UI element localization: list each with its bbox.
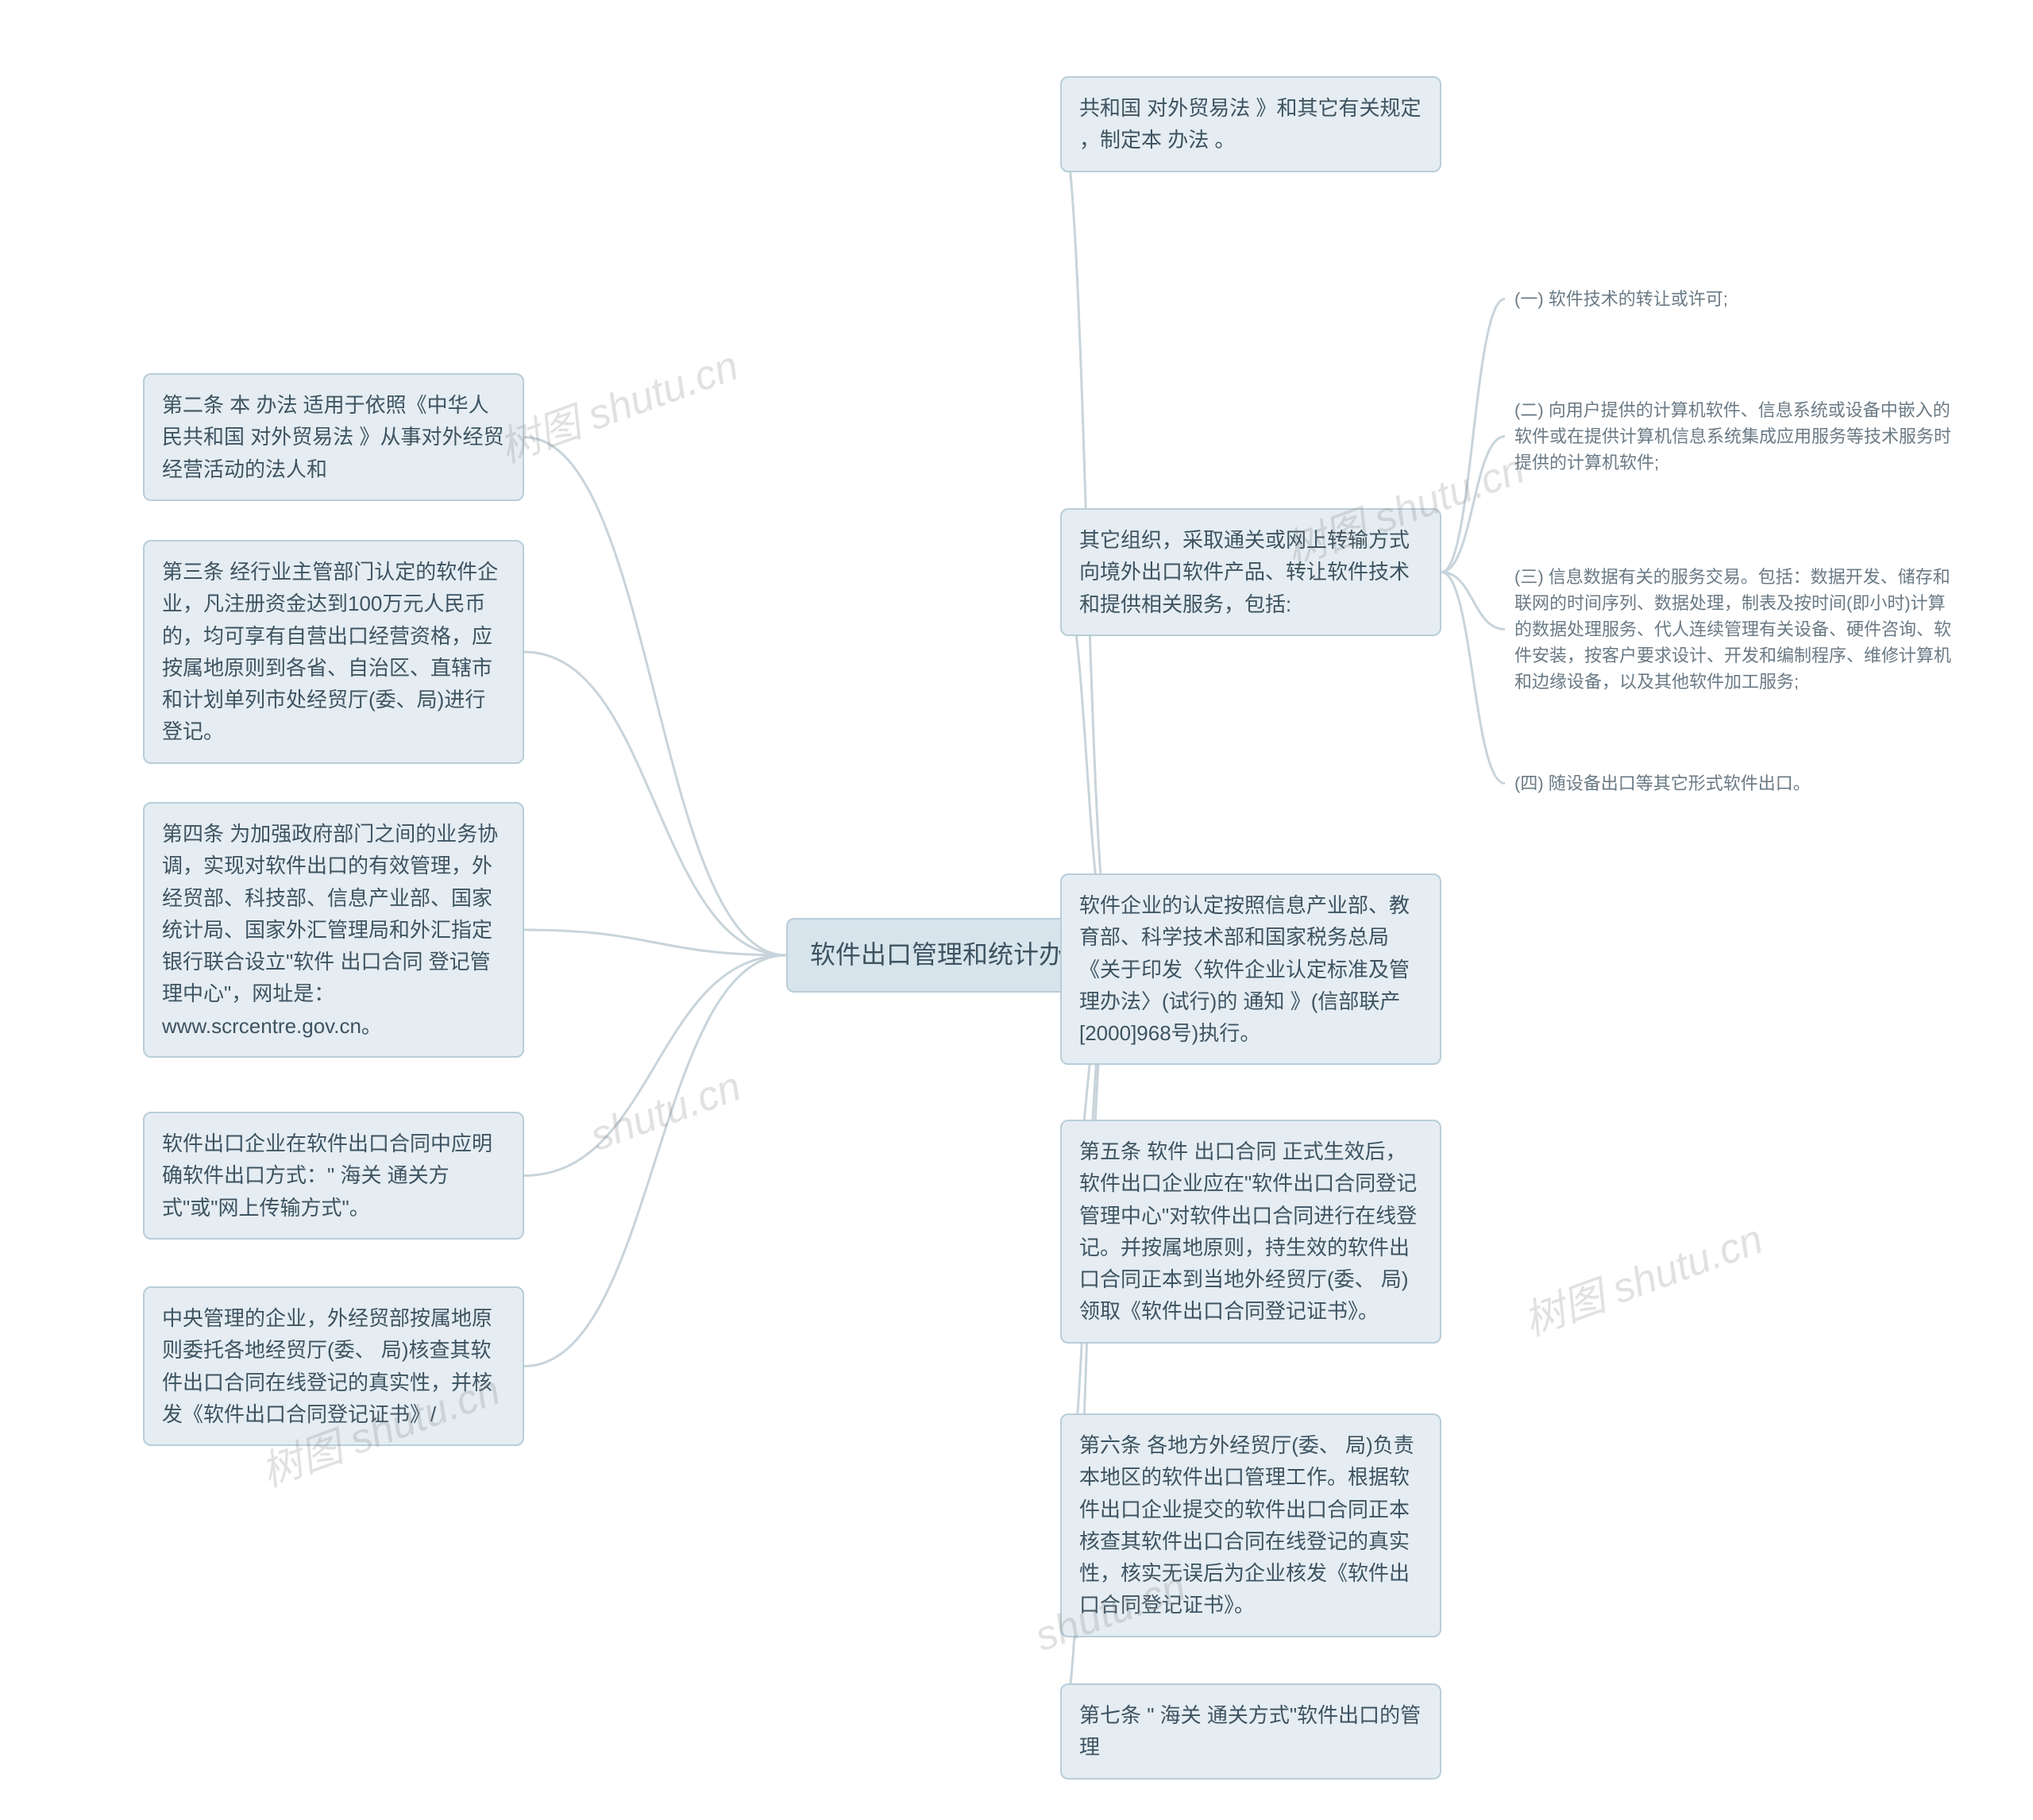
leaf-text: (三) 信息数据有关的服务交易。包括：数据开发、储存和联网的时间序列、数据处理，… <box>1514 567 1951 692</box>
mindmap-canvas: 软件出口管理和统计办法 第二条 本 办法 适用于依照《中华人民共和国 对外贸易法… <box>0 0 2033 1820</box>
leaf-text: (四) 随设备出口等其它形式软件出口。 <box>1514 773 1811 793</box>
leaf-text: (一) 软件技术的转让或许可; <box>1514 289 1728 309</box>
node-text: 软件企业的认定按照信息产业部、教育部、科学技术部和国家税务总局《关于印发〈软件企… <box>1079 893 1410 1045</box>
node-text: 第五条 软件 出口合同 正式生效后，软件出口企业应在"软件出口合同登记管理中心"… <box>1079 1139 1417 1323</box>
node-text: 第六条 各地方外经贸厅(委、 局)负责本地区的软件出口管理工作。根据软件出口企业… <box>1079 1433 1414 1617</box>
node-text: 中央管理的企业，外经贸部按属地原则委托各地经贸厅(委、 局)核查其软件出口合同在… <box>162 1306 492 1426</box>
node-text: 第三条 经行业主管部门认定的软件企业，凡注册资金达到100万元人民币的，均可享有… <box>162 560 498 743</box>
node-text: 第二条 本 办法 适用于依照《中华人民共和国 对外贸易法 》从事对外经贸经营活动… <box>162 393 503 481</box>
node-article-5: 第五条 软件 出口合同 正式生效后，软件出口企业应在"软件出口合同登记管理中心"… <box>1060 1120 1441 1344</box>
node-article-4: 第四条 为加强政府部门之间的业务协调，实现对软件出口的有效管理，外经贸部、科技部… <box>143 802 524 1058</box>
leaf-item-1: (一) 软件技术的转让或许可; <box>1505 278 1965 320</box>
node-text: 其它组织，采取通关或网上转输方式向境外出口软件产品、转让软件技术和提供相关服务，… <box>1079 528 1410 616</box>
leaf-item-2: (二) 向用户提供的计算机软件、信息系统或设备中嵌入的软件或在提供计算机信息系统… <box>1505 389 1965 484</box>
node-article-3: 第三条 经行业主管部门认定的软件企业，凡注册资金达到100万元人民币的，均可享有… <box>143 540 524 764</box>
node-software-enterprise: 软件企业的认定按照信息产业部、教育部、科学技术部和国家税务总局《关于印发〈软件企… <box>1060 873 1441 1065</box>
node-export-method: 软件出口企业在软件出口合同中应明确软件出口方式：" 海关 通关方式"或"网上传输… <box>143 1112 524 1240</box>
node-central-enterprise: 中央管理的企业，外经贸部按属地原则委托各地经贸厅(委、 局)核查其软件出口合同在… <box>143 1286 524 1446</box>
node-text: 软件出口企业在软件出口合同中应明确软件出口方式：" 海关 通关方式"或"网上传输… <box>162 1132 492 1220</box>
node-foreign-trade-law: 共和国 对外贸易法 》和其它有关规定 ，制定本 办法 。 <box>1060 76 1441 172</box>
node-text: 共和国 对外贸易法 》和其它有关规定 ，制定本 办法 。 <box>1079 96 1421 152</box>
leaf-text: (二) 向用户提供的计算机软件、信息系统或设备中嵌入的软件或在提供计算机信息系统… <box>1514 400 1951 472</box>
node-text: 第七条 " 海关 通关方式"软件出口的管理 <box>1079 1703 1421 1759</box>
watermark: shutu.cn <box>584 1062 747 1161</box>
node-article-2: 第二条 本 办法 适用于依照《中华人民共和国 对外贸易法 》从事对外经贸经营活动… <box>143 373 524 501</box>
watermark: 树图 shutu.cn <box>1514 1205 1770 1347</box>
leaf-item-3: (三) 信息数据有关的服务交易。包括：数据开发、储存和联网的时间序列、数据处理，… <box>1505 556 1965 703</box>
root-label: 软件出口管理和统计办法 <box>810 940 1090 969</box>
node-other-org: 其它组织，采取通关或网上转输方式向境外出口软件产品、转让软件技术和提供相关服务，… <box>1060 508 1441 636</box>
node-article-6: 第六条 各地方外经贸厅(委、 局)负责本地区的软件出口管理工作。根据软件出口企业… <box>1060 1413 1441 1637</box>
node-text: 第四条 为加强政府部门之间的业务协调，实现对软件出口的有效管理，外经贸部、科技部… <box>162 822 498 1038</box>
watermark: 树图 shutu.cn <box>490 332 746 473</box>
node-article-7: 第七条 " 海关 通关方式"软件出口的管理 <box>1060 1683 1441 1780</box>
leaf-item-4: (四) 随设备出口等其它形式软件出口。 <box>1505 762 1965 804</box>
